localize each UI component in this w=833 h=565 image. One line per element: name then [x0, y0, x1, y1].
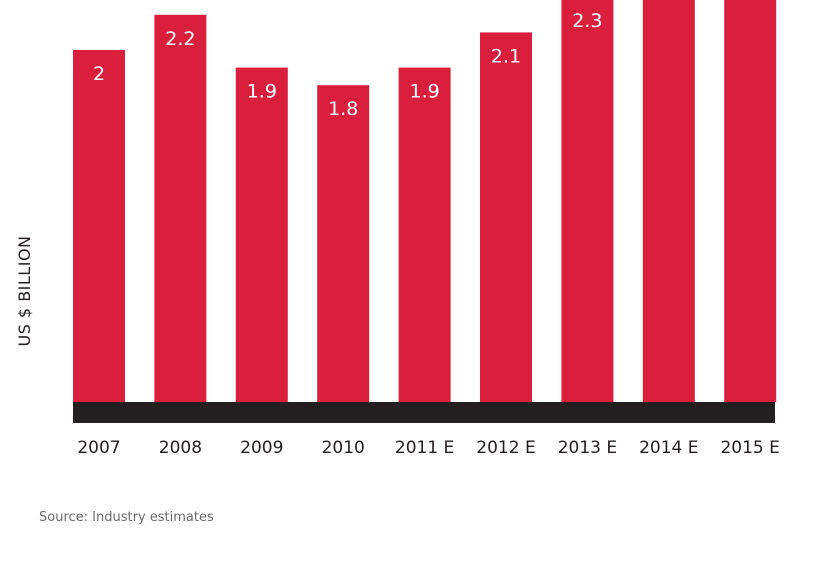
- x-tick-label: 2015 E: [720, 438, 779, 458]
- x-tick-label: 2013 E: [558, 438, 617, 458]
- bar-value-label: 1.9: [247, 81, 277, 103]
- bar-2015-e: [724, 0, 777, 402]
- bar-2009: [235, 67, 288, 402]
- source-note: Source: Industry estimates: [39, 510, 214, 525]
- bar-2007: [73, 50, 125, 402]
- bar-value-label: 2.3: [572, 10, 602, 32]
- value-labels: 22.21.91.81.92.12.32.62.8: [93, 10, 603, 120]
- bar-2010: [317, 85, 370, 402]
- bar-2014-e: [642, 0, 695, 403]
- bar-value-label: 1.9: [409, 81, 439, 103]
- chart-baseline: [73, 402, 775, 423]
- bar-value-label: 1.8: [328, 98, 358, 120]
- bar-value-label: 2.1: [491, 45, 521, 67]
- x-axis-tick-labels: 2007 2008 2009 2010 2011 E 2012 E 2013 E 2014 E…: [77, 438, 780, 458]
- bar-value-label: 2.2: [165, 28, 195, 50]
- bar-2011-e: [398, 67, 451, 402]
- y-axis-label: US $ BILLION: [15, 235, 34, 346]
- bar-2013-e: [561, 0, 614, 402]
- x-tick-label: 2012 E: [476, 438, 535, 458]
- bar-2012-e: [480, 32, 532, 403]
- x-tick-label: 2014 E: [639, 438, 698, 458]
- bars: [73, 0, 777, 403]
- x-tick-label: 2010: [322, 438, 365, 458]
- bar-value-label: 2: [93, 63, 105, 85]
- x-tick-label: 2007: [77, 438, 120, 458]
- bar-2008: [154, 14, 207, 403]
- x-tick-label: 2009: [240, 438, 283, 458]
- x-tick-label: 2011 E: [395, 438, 454, 458]
- x-tick-label: 2008: [159, 438, 202, 458]
